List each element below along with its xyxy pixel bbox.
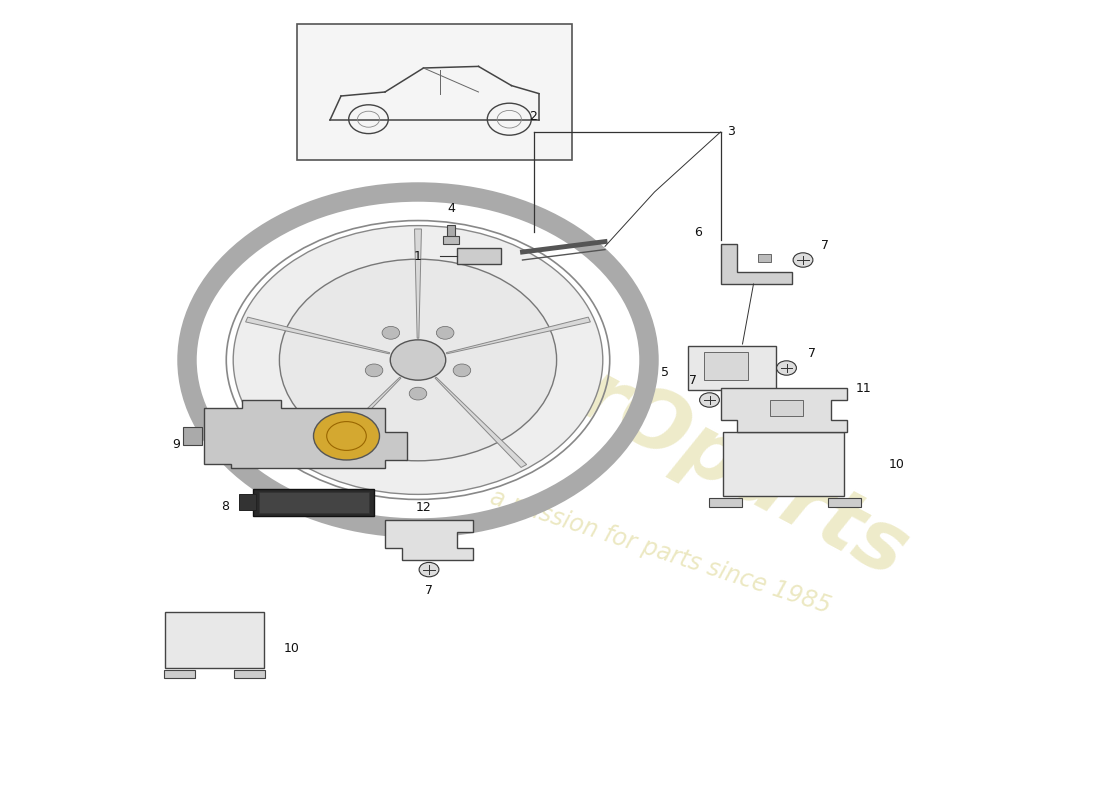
- Text: 9: 9: [172, 438, 180, 450]
- Bar: [258, 492, 369, 513]
- Bar: [758, 254, 771, 262]
- Text: eurOparts: eurOparts: [464, 301, 922, 595]
- Bar: [253, 489, 374, 516]
- Bar: [447, 225, 455, 242]
- Bar: [297, 24, 572, 160]
- Text: 6: 6: [694, 226, 703, 238]
- Bar: [828, 498, 861, 507]
- Text: 1: 1: [414, 250, 422, 262]
- Circle shape: [409, 387, 427, 400]
- Polygon shape: [720, 388, 847, 432]
- Text: 2: 2: [529, 110, 538, 122]
- Text: 7: 7: [807, 347, 816, 360]
- Circle shape: [233, 226, 603, 494]
- Text: 3: 3: [727, 126, 736, 138]
- Text: 7: 7: [689, 374, 697, 386]
- Polygon shape: [309, 378, 402, 467]
- Text: 5: 5: [661, 366, 670, 378]
- Text: a passion for parts since 1985: a passion for parts since 1985: [486, 486, 834, 618]
- Bar: [164, 670, 195, 678]
- Text: 12: 12: [416, 502, 431, 514]
- Circle shape: [453, 364, 471, 377]
- Text: 4: 4: [447, 202, 455, 214]
- Bar: [723, 432, 844, 496]
- Circle shape: [279, 259, 557, 461]
- Text: 7: 7: [821, 239, 829, 252]
- Bar: [704, 351, 748, 379]
- Bar: [239, 494, 255, 510]
- Circle shape: [365, 364, 383, 377]
- Polygon shape: [447, 317, 591, 354]
- Bar: [770, 400, 803, 416]
- Bar: [443, 236, 459, 244]
- Text: 8: 8: [221, 500, 230, 513]
- Circle shape: [793, 253, 813, 267]
- Circle shape: [419, 562, 439, 577]
- Circle shape: [390, 340, 446, 380]
- Polygon shape: [245, 317, 389, 354]
- Polygon shape: [720, 244, 792, 284]
- Bar: [456, 248, 501, 264]
- Circle shape: [777, 361, 796, 375]
- Text: 10: 10: [284, 642, 299, 654]
- Bar: [183, 427, 202, 445]
- Circle shape: [700, 393, 719, 407]
- Bar: [688, 346, 776, 390]
- Bar: [165, 612, 264, 668]
- Circle shape: [437, 326, 454, 339]
- Polygon shape: [415, 229, 421, 338]
- Text: 7: 7: [425, 584, 433, 597]
- Circle shape: [382, 326, 399, 339]
- Text: 11: 11: [856, 382, 871, 394]
- Polygon shape: [204, 400, 407, 468]
- Polygon shape: [434, 378, 527, 467]
- Circle shape: [314, 412, 380, 460]
- Text: 10: 10: [889, 458, 904, 470]
- Polygon shape: [385, 520, 473, 560]
- Bar: [710, 498, 742, 507]
- Bar: [234, 670, 265, 678]
